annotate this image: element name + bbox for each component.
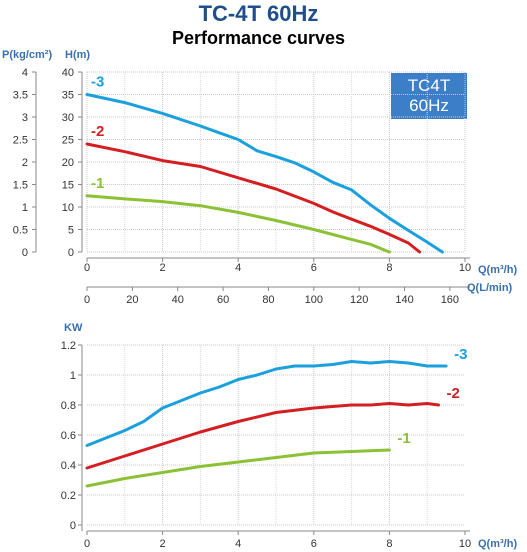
y2-axis-title: P(kg/cm²) <box>2 49 52 61</box>
x-axis-title: Q(m³/h) <box>478 538 517 550</box>
x-axis-title: Q(m³/h) <box>478 264 517 276</box>
series-label-minus1: -1 <box>91 175 104 192</box>
y2-tick-label: 4 <box>22 67 28 79</box>
x-tick-label: 8 <box>386 538 392 550</box>
x2-tick-label: 0 <box>84 294 90 306</box>
model-frequency: 60Hz <box>267 1 319 26</box>
y-tick-label: 20 <box>62 157 74 169</box>
x2-axis-title: Q(L/min) <box>467 282 513 294</box>
y-tick-label: 1.2 <box>61 340 76 352</box>
y-tick-label: 5 <box>68 225 74 237</box>
x2-tick-label: 120 <box>350 294 368 306</box>
series-line-minus3 <box>85 360 448 447</box>
x2-tick-label: 100 <box>305 294 323 306</box>
y-tick-label: 0 <box>70 520 76 532</box>
x2-tick-label: 160 <box>441 294 459 306</box>
y-tick-label: 35 <box>62 90 74 102</box>
series-line-minus2 <box>85 142 422 254</box>
badge-line2: 60Hz <box>409 96 449 115</box>
x-tick-label: 6 <box>311 538 317 550</box>
series-label-minus1: -1 <box>397 430 410 447</box>
y-tick-label: 0 <box>68 247 74 259</box>
chart-subtitle: Performance curves <box>171 28 346 48</box>
y-tick-label: 0.2 <box>61 490 76 502</box>
series-line-minus1 <box>85 194 391 254</box>
y-tick-label: 30 <box>62 112 74 124</box>
y-tick-label: 25 <box>62 135 74 147</box>
y2-tick-label: 2 <box>22 157 28 169</box>
x2-tick-label: 60 <box>217 294 229 306</box>
model-badge: TC4T 60Hz <box>391 73 467 119</box>
y2-tick-label: 0.5 <box>13 225 28 237</box>
series-label-minus2: -2 <box>91 123 104 140</box>
x-tick-label: 2 <box>160 538 166 550</box>
x2-tick-label: 140 <box>395 294 413 306</box>
x2-tick-label: 40 <box>172 294 184 306</box>
y-tick-label: 0.8 <box>61 400 76 412</box>
badge-line1: TC4T <box>407 76 451 95</box>
y-tick-label: 0.6 <box>61 430 76 442</box>
x-tick-label: 4 <box>235 538 241 550</box>
y-axis-title: KW <box>64 322 83 334</box>
y2-tick-label: 3 <box>22 112 28 124</box>
model-name: TC-4T <box>198 1 261 26</box>
y2-tick-label: 0 <box>22 247 28 259</box>
x2-tick-label: 80 <box>262 294 274 306</box>
x-tick-label: 2 <box>160 262 166 274</box>
x-tick-label: 8 <box>386 262 392 274</box>
y2-tick-label: 3.5 <box>13 90 28 102</box>
y-tick-label: 1 <box>70 370 76 382</box>
y-tick-label: 10 <box>62 202 74 214</box>
x-tick-label: 6 <box>311 262 317 274</box>
y-tick-label: 15 <box>62 180 74 192</box>
y2-tick-label: 1.5 <box>13 180 28 192</box>
x-tick-label: 0 <box>84 262 90 274</box>
series-label-minus3: -3 <box>454 346 467 363</box>
series-label-minus3: -3 <box>91 74 104 91</box>
series-line-minus1 <box>85 448 391 488</box>
x-tick-label: 10 <box>459 262 471 274</box>
x-tick-label: 4 <box>235 262 241 274</box>
x2-tick-label: 20 <box>126 294 138 306</box>
power-capacity-chart: 0 0.2 0.4 0.6 0.8 1 1.2 0 2 4 6 8 10 KW Q(m³/h) -3 -2 -1 <box>61 322 518 550</box>
y-axis-title: H(m) <box>65 49 90 61</box>
y2-tick-label: 1 <box>22 202 28 214</box>
series-label-minus2: -2 <box>447 385 460 402</box>
y-tick-label: 40 <box>62 67 74 79</box>
y2-tick-label: 2.5 <box>13 135 28 147</box>
y-tick-label: 0.4 <box>61 460 76 472</box>
x-tick-label: 0 <box>84 538 90 550</box>
x-tick-label: 10 <box>459 538 471 550</box>
chart-title: TC-4T 60Hz Performance curves <box>0 0 527 48</box>
